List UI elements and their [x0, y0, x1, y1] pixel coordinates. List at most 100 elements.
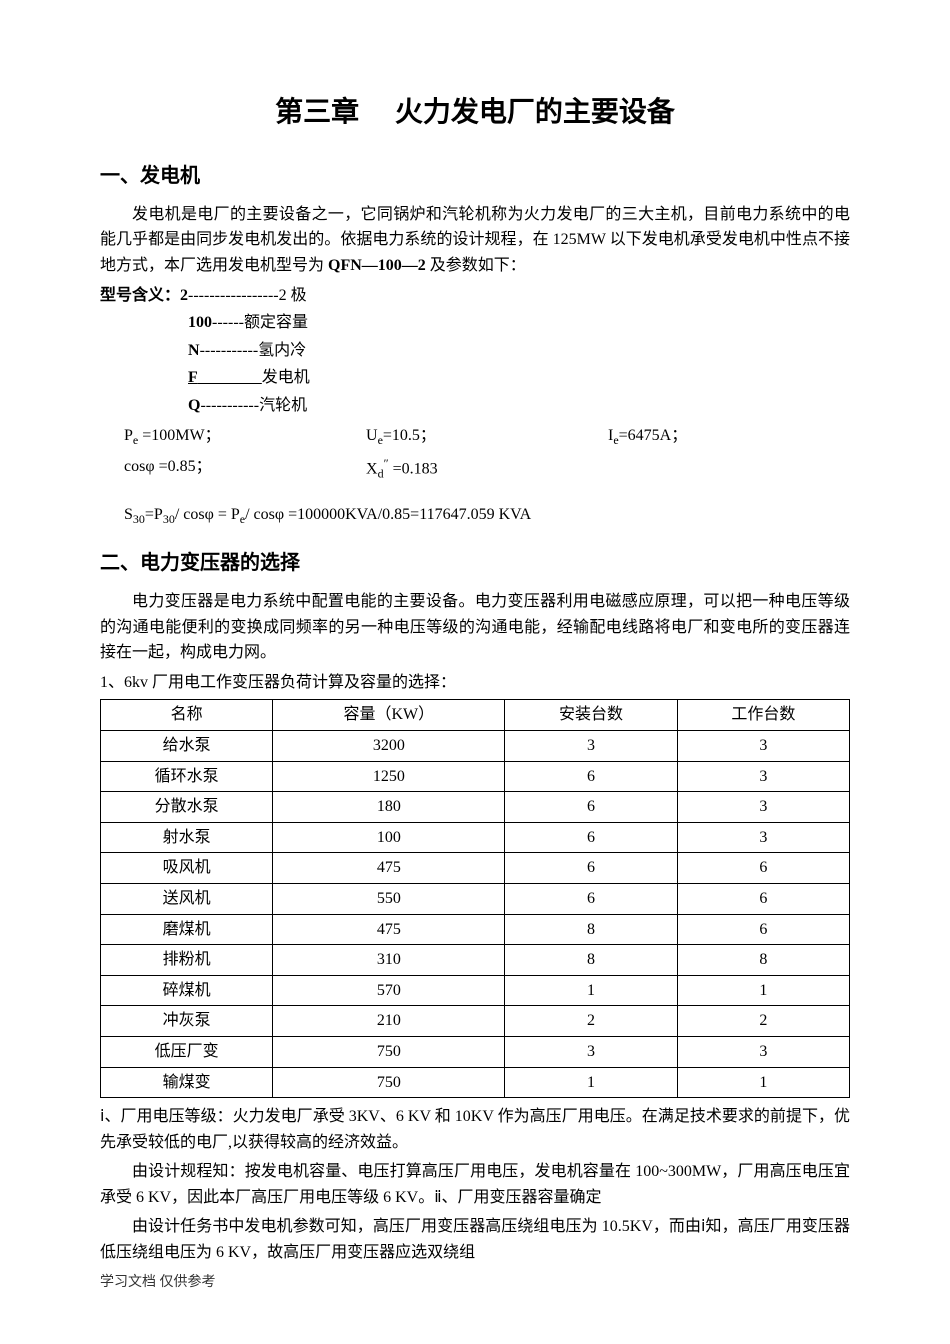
- m4b: 发电机: [262, 369, 310, 386]
- table-cell: 3: [677, 761, 849, 792]
- footer-note: 学习文档 仅供参考: [100, 1272, 216, 1294]
- table-row: 送风机55066: [101, 883, 850, 914]
- table-cell: 750: [273, 1036, 505, 1067]
- model-meaning-line3: N-----------氢内冷: [100, 338, 850, 364]
- table-row: 磨煤机47586: [101, 914, 850, 945]
- calc-line: S30=P30/ cosφ = Pe/ cosφ =100000KVA/0.85…: [124, 502, 850, 529]
- table-row: 冲灰泵21022: [101, 1006, 850, 1037]
- param-Xd: Xd″ =0.183: [366, 454, 608, 484]
- calc1: S: [124, 506, 133, 523]
- table-row: 射水泵10063: [101, 822, 850, 853]
- table-cell: 475: [273, 853, 505, 884]
- table-cell: 1: [505, 1067, 677, 1098]
- table-cell: 6: [677, 883, 849, 914]
- section1-p1: 发电机是电厂的主要设备之一，它同锅炉和汽轮机称为火力发电厂的三大主机，目前电力系…: [100, 202, 850, 279]
- section1-heading: 一、发电机: [100, 160, 850, 192]
- param-Ie: Ie=6475A；: [608, 423, 850, 450]
- model-label: 型号含义：: [100, 287, 180, 304]
- col-work: 工作台数: [677, 700, 849, 731]
- m3b: -----------氢内冷: [200, 342, 307, 359]
- table-cell: 送风机: [101, 883, 273, 914]
- model-meaning-line1: 型号含义：2-----------------2 极: [100, 283, 850, 309]
- param-Ie-val: =6475A；: [619, 427, 688, 444]
- param-empty: [608, 454, 850, 484]
- param-Xd-val: =0.183: [389, 460, 438, 477]
- param-row1: Pe =100MW； Ue=10.5； Ie=6475A；: [124, 423, 850, 450]
- table-cell: 吸风机: [101, 853, 273, 884]
- table-cell: 2: [505, 1006, 677, 1037]
- table-cell: 3200: [273, 730, 505, 761]
- section2-p4: 由设计规程知：按发电机容量、电压打算高压厂用电压，发电机容量在 100~300M…: [100, 1159, 850, 1210]
- table-row: 排粉机31088: [101, 945, 850, 976]
- table-cell: 1: [677, 1067, 849, 1098]
- col-name: 名称: [101, 700, 273, 731]
- table-cell: 475: [273, 914, 505, 945]
- table-header-row: 名称 容量（KW） 安装台数 工作台数: [101, 700, 850, 731]
- m5a: Q: [188, 397, 200, 414]
- m2b: ------额定容量: [212, 314, 308, 331]
- section2-heading: 二、电力变压器的选择: [100, 547, 850, 579]
- table-cell: 210: [273, 1006, 505, 1037]
- table-cell: 6: [505, 761, 677, 792]
- m2a: 100: [188, 314, 212, 331]
- param-cos: cosφ =0.85；: [124, 454, 366, 484]
- m1b: -----------------2 极: [188, 287, 307, 304]
- table-cell: 6: [677, 853, 849, 884]
- table-cell: 6: [505, 792, 677, 823]
- table-cell: 8: [505, 914, 677, 945]
- load-table: 名称 容量（KW） 安装台数 工作台数 给水泵320033循环水泵125063分…: [100, 699, 850, 1098]
- table-cell: 3: [505, 730, 677, 761]
- param-Pe-val: =100MW；: [142, 427, 220, 444]
- section2-p3: ⅰ、厂用电压等级：火力发电厂承受 3KV、6 KV 和 10KV 作为高压厂用电…: [100, 1104, 850, 1155]
- table-cell: 分散水泵: [101, 792, 273, 823]
- table-cell: 射水泵: [101, 822, 273, 853]
- table-cell: 给水泵: [101, 730, 273, 761]
- table-cell: 循环水泵: [101, 761, 273, 792]
- table-cell: 碎煤机: [101, 975, 273, 1006]
- table-cell: 6: [505, 883, 677, 914]
- table-row: 分散水泵18063: [101, 792, 850, 823]
- table-cell: 1: [677, 975, 849, 1006]
- m3a: N: [188, 342, 200, 359]
- col-capacity: 容量（KW）: [273, 700, 505, 731]
- p1-tail: 及参数如下：: [426, 257, 526, 274]
- table-cell: 6: [505, 853, 677, 884]
- model-meaning-line2: 100------额定容量: [100, 310, 850, 336]
- chapter-title: 第三章 火力发电厂的主要设备: [100, 90, 850, 135]
- table-cell: 3: [677, 792, 849, 823]
- table-cell: 570: [273, 975, 505, 1006]
- param-row2: cosφ =0.85； Xd″ =0.183: [124, 454, 850, 484]
- calc3: / cosφ = P: [175, 506, 240, 523]
- m4gap: [198, 369, 262, 386]
- section2-p1: 电力变压器是电力系统中配置电能的主要设备。电力变压器利用电磁感应原理，可以把一种…: [100, 589, 850, 666]
- m1a: 2: [180, 287, 188, 304]
- table-cell: 550: [273, 883, 505, 914]
- table-cell: 8: [677, 945, 849, 976]
- table-cell: 排粉机: [101, 945, 273, 976]
- model-number: QFN—100—2: [328, 257, 426, 274]
- table-cell: 6: [505, 822, 677, 853]
- table-cell: 1250: [273, 761, 505, 792]
- table-cell: 磨煤机: [101, 914, 273, 945]
- m5b: -----------汽轮机: [200, 397, 307, 414]
- table-cell: 8: [505, 945, 677, 976]
- table-cell: 冲灰泵: [101, 1006, 273, 1037]
- table-cell: 750: [273, 1067, 505, 1098]
- table-cell: 310: [273, 945, 505, 976]
- table-cell: 180: [273, 792, 505, 823]
- m4a: F: [188, 369, 198, 386]
- table-cell: 2: [677, 1006, 849, 1037]
- table-cell: 3: [677, 822, 849, 853]
- table-cell: 3: [677, 730, 849, 761]
- param-Pe: Pe =100MW；: [124, 423, 366, 450]
- param-Ue-val: =10.5；: [383, 427, 436, 444]
- section2-p5: 由设计任务书中发电机参数可知，高压厂用变压器高压绕组电压为 10.5KV，而由ⅰ…: [100, 1214, 850, 1265]
- table-cell: 6: [677, 914, 849, 945]
- table-row: 吸风机47566: [101, 853, 850, 884]
- model-meaning-line5: Q-----------汽轮机: [100, 393, 850, 419]
- table-cell: 1: [505, 975, 677, 1006]
- table-row: 给水泵320033: [101, 730, 850, 761]
- calc4: / cosφ =100000KVA/0.85=117647.059 KVA: [245, 506, 531, 523]
- param-Ue: Ue=10.5；: [366, 423, 608, 450]
- table-row: 输煤变75011: [101, 1067, 850, 1098]
